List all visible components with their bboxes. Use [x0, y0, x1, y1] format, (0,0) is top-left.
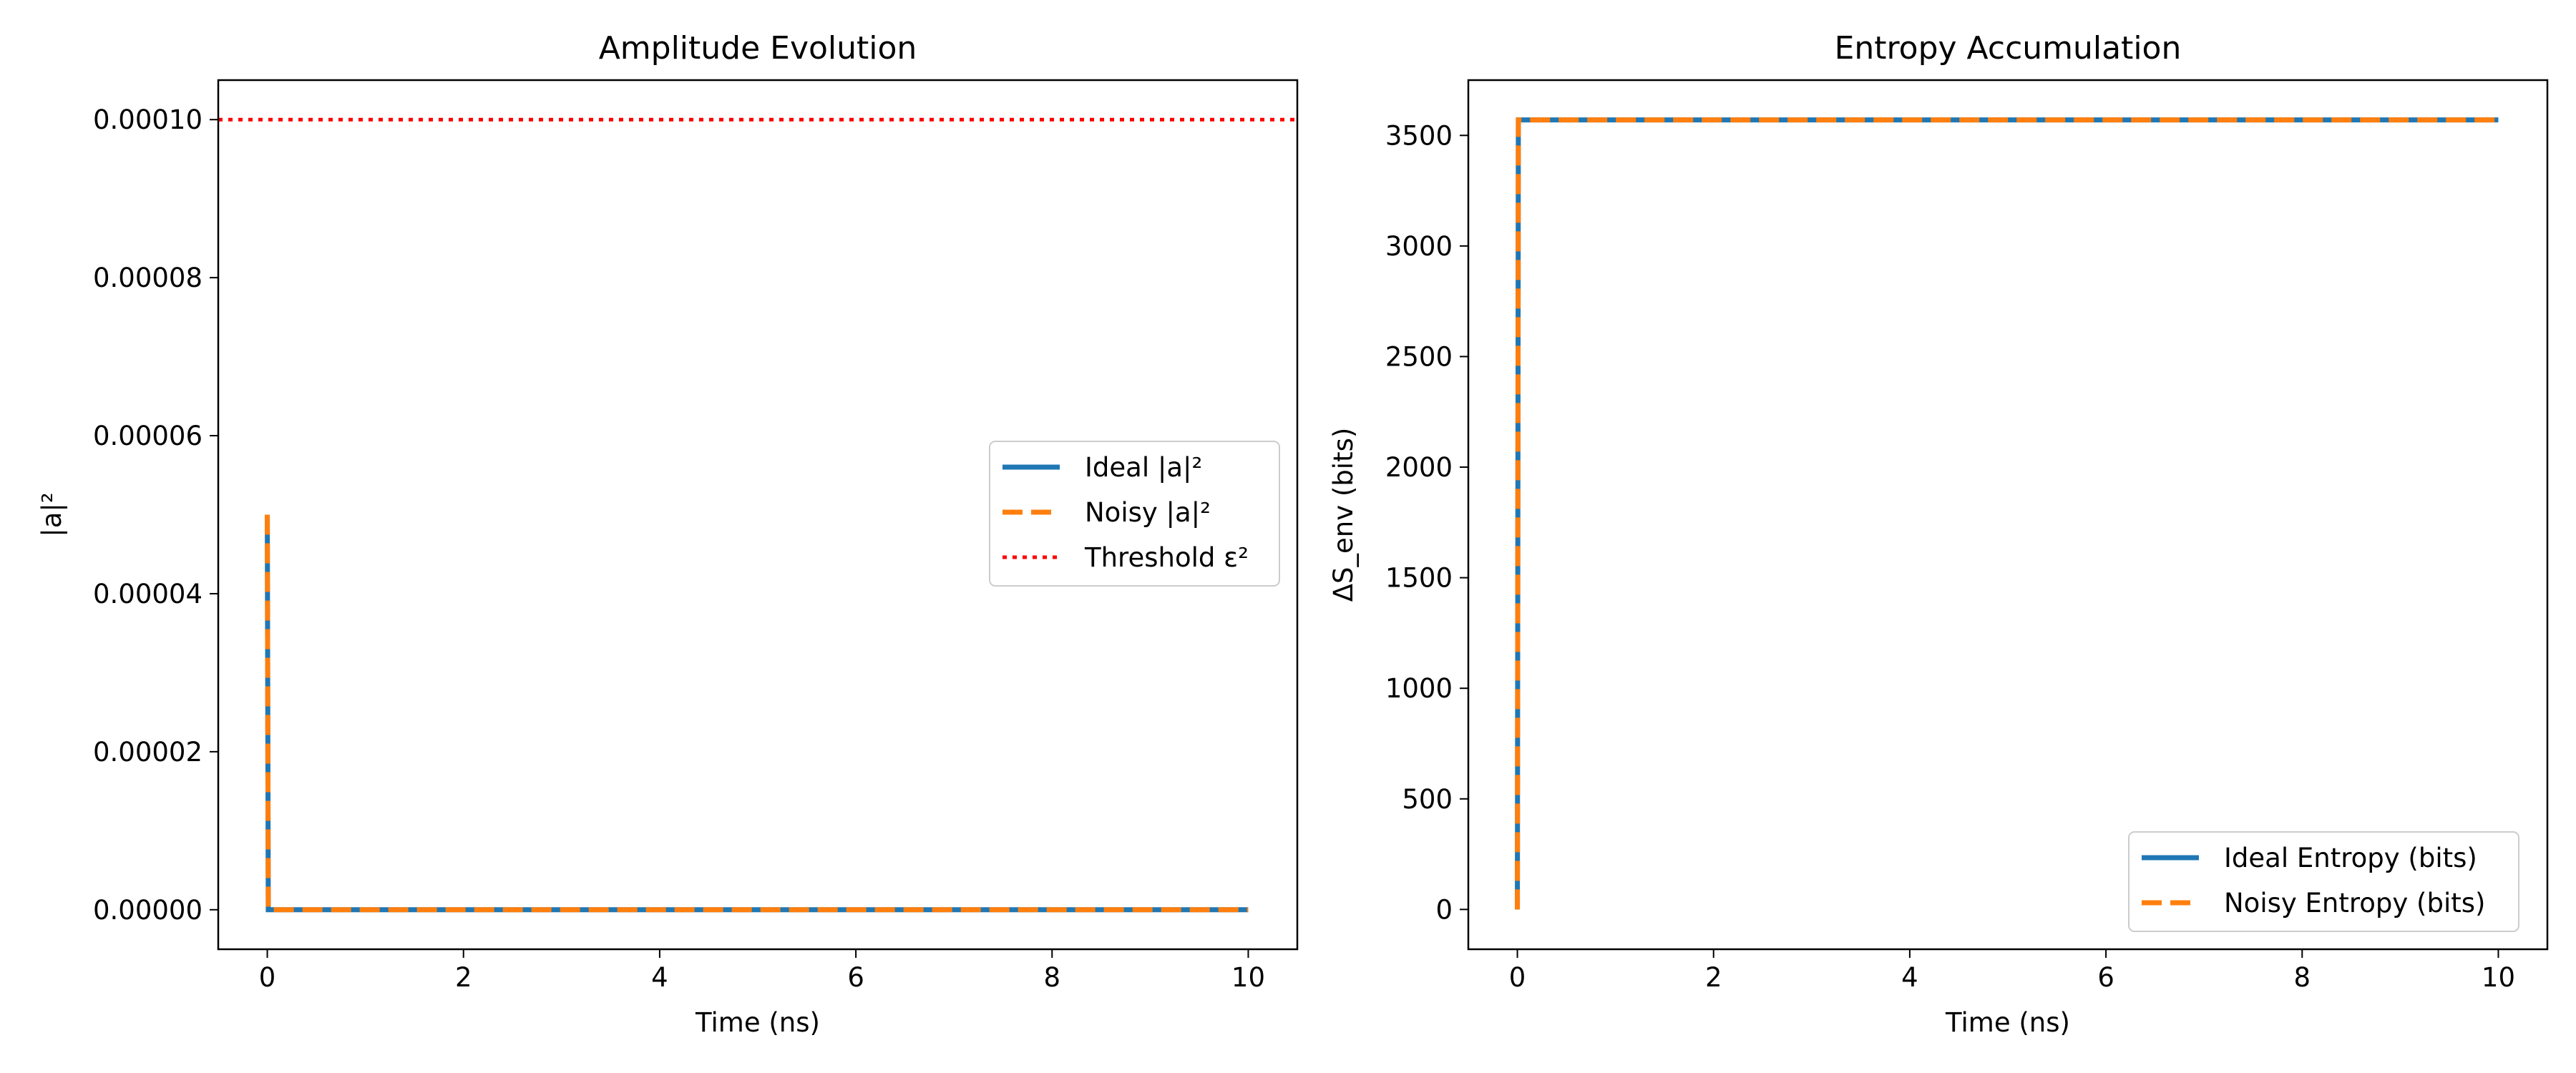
x-tick-label: 8	[1043, 962, 1060, 993]
y-tick-label: 1000	[1385, 673, 1453, 704]
x-tick-label: 2	[1705, 962, 1722, 993]
legend-label: Noisy Entropy (bits)	[2224, 888, 2485, 918]
legend-box	[2128, 831, 2519, 932]
y-tick-label: 0.00008	[93, 263, 203, 293]
legend-label: Threshold ε²	[1084, 542, 1249, 573]
x-tick-label: 8	[2293, 962, 2311, 993]
chart-title: Entropy Accumulation	[1835, 30, 2182, 67]
x-tick-label: 4	[651, 962, 668, 993]
y-tick-label: 0.00006	[93, 421, 203, 451]
chart-title: Amplitude Evolution	[599, 30, 917, 67]
x-axis-label: Time (ns)	[695, 1007, 820, 1038]
series-line-1	[1515, 117, 2499, 910]
series-line-1	[265, 514, 1249, 913]
axes-frame	[217, 79, 1299, 951]
y-tick-label: 1500	[1385, 563, 1453, 594]
y-tick-label: 0.00004	[93, 579, 203, 609]
axes-frame	[1467, 79, 2549, 951]
x-tick-label: 10	[2482, 962, 2515, 993]
x-axis-label: Time (ns)	[1945, 1007, 2070, 1038]
y-tick-label: 3000	[1385, 231, 1453, 262]
y-tick-label: 3500	[1385, 120, 1453, 151]
y-tick-label: 2000	[1385, 452, 1453, 483]
x-tick-label: 0	[1509, 962, 1526, 993]
entropy-panel: Entropy Accumulation 0 2 4 6 8 10 0 500 1000 1500 2…	[1328, 30, 2549, 1038]
y-tick-label: 2500	[1385, 341, 1453, 372]
legend-box	[989, 441, 1280, 587]
y-tick-label: 0.00000	[93, 895, 203, 926]
legend: Ideal |a|² Noisy |a|² Threshold ε²	[989, 441, 1280, 587]
y-axis-label: ΔS_env (bits)	[1328, 428, 1359, 602]
legend: Ideal Entropy (bits) Noisy Entropy (bits)	[2128, 831, 2519, 932]
x-tick-label: 6	[847, 962, 864, 993]
y-tick-label: 0.00010	[93, 104, 203, 135]
x-tick-label: 4	[1901, 962, 1918, 993]
legend-label: Ideal Entropy (bits)	[2224, 843, 2477, 873]
legend-label: Noisy |a|²	[1085, 497, 1211, 528]
legend-label: Ideal |a|²	[1085, 452, 1202, 483]
x-tick-label: 10	[1231, 962, 1265, 993]
y-axis-label: |a|²	[36, 492, 67, 536]
y-tick-label: 0	[1435, 894, 1453, 925]
y-tick-label: 500	[1402, 784, 1453, 815]
x-tick-label: 6	[2097, 962, 2114, 993]
x-tick-label: 0	[259, 962, 276, 993]
y-tick-label: 0.00002	[93, 737, 203, 768]
x-tick-label: 2	[455, 962, 472, 993]
amplitude-panel: Amplitude Evolution 0 2 4 6 8 10 0.00000 0.00002…	[36, 30, 1299, 1038]
